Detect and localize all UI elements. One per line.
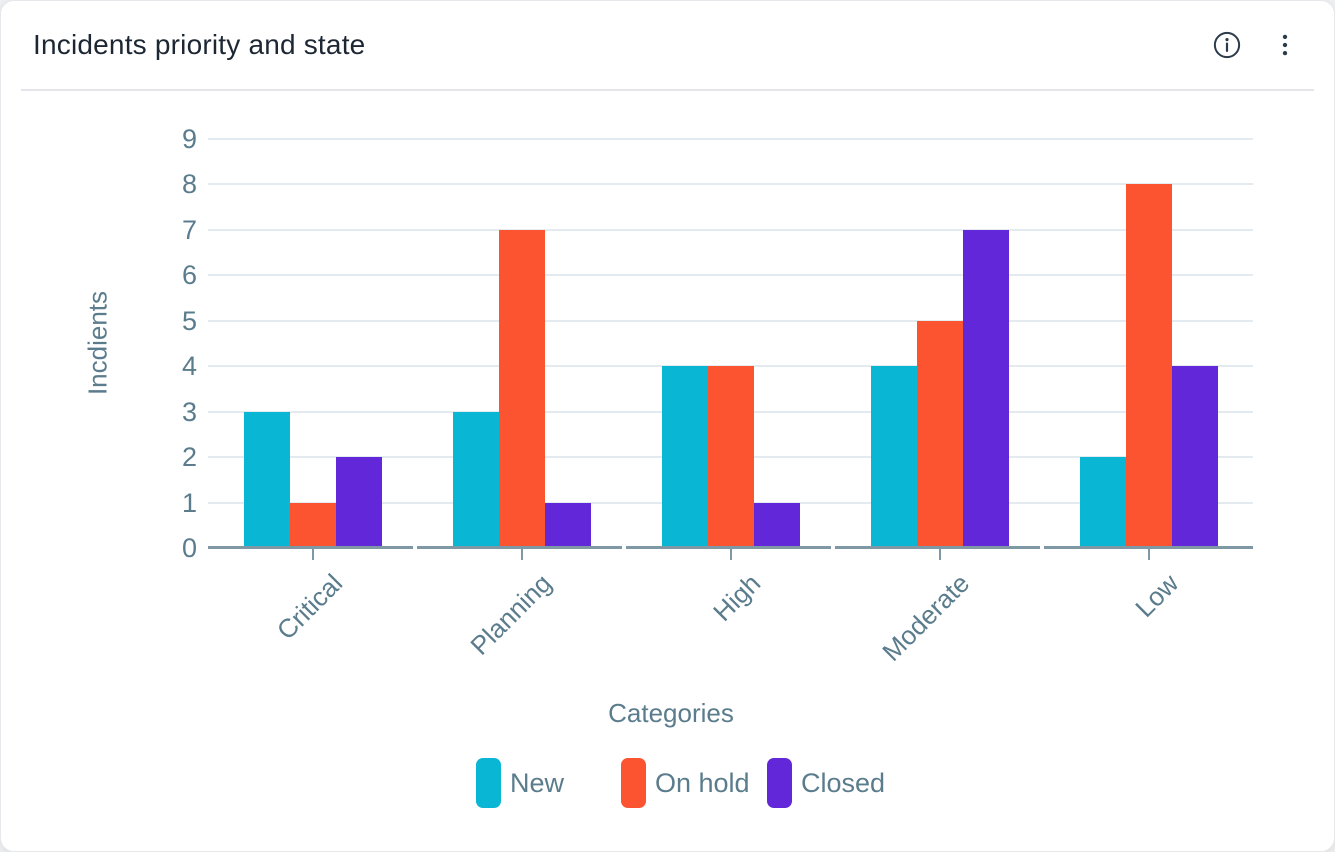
y-axis-tick-label: 6: [181, 260, 197, 290]
gridline-7: [208, 228, 1253, 231]
legend-swatch: [476, 758, 501, 808]
bar-closed-low[interactable]: [1171, 366, 1218, 548]
legend-label: Closed: [801, 767, 886, 798]
gridline-6: [208, 274, 1253, 276]
bar-on-hold-planning[interactable]: [498, 229, 545, 548]
bar-closed-moderate[interactable]: [962, 229, 1009, 548]
y-axis-tick-label: 0: [181, 533, 197, 563]
legend-item-on-hold[interactable]: On hold: [621, 758, 750, 808]
header-actions: [1206, 24, 1306, 66]
x-axis-tick-label-high: High: [706, 568, 766, 628]
y-axis-tick-label: 1: [181, 487, 197, 518]
legend-item-new[interactable]: New: [476, 758, 564, 808]
y-axis-tick-label: 9: [181, 123, 197, 154]
baseline-segment: [208, 546, 413, 549]
gridline-9: [208, 137, 1253, 140]
x-axis-tick-label-moderate: Moderate: [875, 568, 975, 667]
baseline-segment: [626, 546, 831, 549]
baseline-segment: [1044, 546, 1253, 549]
x-axis-tick: [311, 549, 314, 560]
x-axis-title: Categories: [608, 698, 734, 728]
y-axis-title: Incdients: [82, 290, 113, 396]
x-axis-tick: [938, 549, 941, 560]
x-axis-tick-label-planning: Planning: [463, 568, 557, 661]
kebab-menu-button[interactable]: [1264, 24, 1306, 66]
bar-on-hold-critical[interactable]: [289, 502, 336, 548]
legend-item-closed[interactable]: Closed: [767, 758, 885, 808]
bar-on-hold-moderate[interactable]: [916, 320, 963, 548]
legend-label: New: [510, 767, 565, 798]
bar-on-hold-high[interactable]: [707, 366, 754, 548]
gridline-8: [208, 183, 1253, 185]
bar-new-high[interactable]: [661, 366, 708, 548]
gridline-5: [208, 319, 1253, 322]
bar-on-hold-low[interactable]: [1125, 184, 1172, 548]
bar-new-critical[interactable]: [243, 411, 290, 548]
y-axis-tick-label: 5: [181, 305, 197, 336]
header-divider: [21, 89, 1314, 91]
y-axis-tick-label: 7: [181, 214, 197, 245]
card-header: Incidents priority and state: [1, 1, 1334, 89]
bar-closed-high[interactable]: [753, 502, 800, 548]
info-button[interactable]: [1206, 24, 1248, 66]
legend-label: On hold: [655, 767, 750, 798]
x-axis-tick: [1147, 549, 1150, 560]
bar-closed-planning[interactable]: [544, 502, 591, 548]
x-axis-tick: [520, 549, 523, 560]
y-axis-tick-label: 4: [181, 351, 197, 381]
x-axis-tick: [729, 549, 732, 560]
bar-new-planning[interactable]: [452, 411, 499, 548]
legend-swatch: [621, 758, 646, 808]
y-axis-tick-label: 2: [181, 442, 197, 472]
baseline-segment: [417, 546, 622, 549]
x-axis-tick-label-low: Low: [1128, 568, 1184, 623]
bar-new-moderate[interactable]: [870, 366, 917, 548]
bar-new-low[interactable]: [1079, 457, 1126, 548]
info-icon: [1213, 31, 1241, 59]
bar-closed-critical[interactable]: [335, 457, 382, 548]
kebab-menu-icon: [1282, 34, 1288, 56]
legend-swatch: [767, 758, 792, 808]
baseline-segment: [835, 546, 1040, 549]
y-axis-tick-label: 8: [181, 169, 197, 199]
y-axis-tick-label: 3: [181, 396, 197, 427]
chart-title: Incidents priority and state: [33, 29, 366, 60]
x-axis-tick-label-critical: Critical: [270, 568, 348, 646]
